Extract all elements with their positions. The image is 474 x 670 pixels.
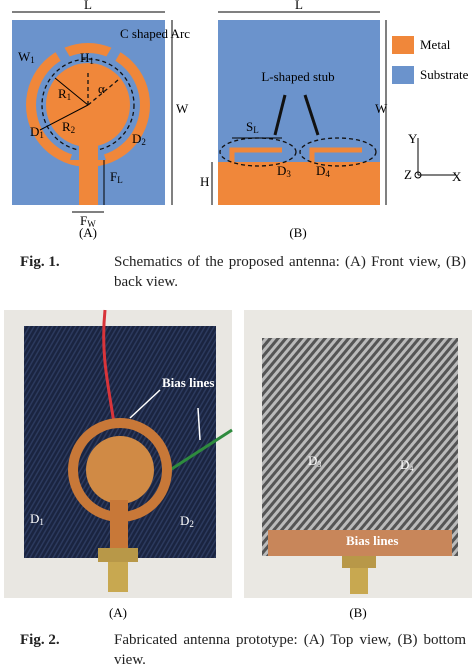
label-x: X [452, 169, 462, 184]
fig2-caption: Fig. 2. Fabricated antenna prototype: (A… [20, 630, 466, 670]
label-w1: W1 [18, 49, 35, 65]
panel-tag: (B) [289, 225, 306, 240]
label-l: L [295, 0, 303, 12]
caption-label: Fig. 2. [20, 632, 60, 648]
feed [110, 500, 128, 550]
stub [309, 147, 362, 162]
legend-metal: Metal [420, 37, 451, 52]
label-stub: L-shaped stub [261, 69, 334, 84]
panel-tag: (A) [79, 225, 97, 240]
label-d4: D4 [316, 163, 330, 179]
connector [108, 562, 128, 592]
panel-tag: (B) [349, 605, 366, 620]
r1-line [54, 77, 89, 106]
caption-text: Fabricated antenna prototype: (A) Top vi… [114, 632, 466, 668]
pointer [197, 407, 201, 441]
fig2-panel-b: D3 D4 Bias lines (B) [244, 310, 472, 620]
label-r1: R1 [58, 86, 71, 102]
label-bias: Bias lines [346, 533, 398, 548]
label-z: Z [404, 167, 412, 182]
label-d4: D4 [400, 457, 413, 473]
axes-icon: Y Z X [404, 131, 462, 184]
fig1-panel-a: L W W1 H1 C shaped Arc R1 α R2 D1 D2 FL … [12, 0, 190, 240]
legend-substrate: Substrate [420, 67, 469, 82]
legend-swatch [392, 36, 414, 54]
label-d3: D3 [277, 163, 291, 179]
label-d2: D2 [132, 131, 146, 147]
arrow [303, 94, 320, 136]
panel-tag: (A) [109, 605, 127, 620]
axis-origin [414, 171, 422, 179]
slot [55, 46, 71, 64]
stub [229, 147, 282, 162]
denim [262, 338, 458, 556]
label-w: W [375, 101, 388, 116]
fig1-panel-b: L W H SL D3 D4 L-shaped stub (B) [200, 0, 388, 240]
wire [169, 428, 233, 472]
label-d2: D2 [180, 513, 194, 529]
label-alpha: α [98, 81, 105, 96]
copper-strip [268, 530, 452, 556]
patch [86, 436, 154, 504]
legend-swatch [392, 66, 414, 84]
connector [342, 556, 376, 568]
connector [350, 568, 368, 594]
label-arc: C shaped Arc [120, 26, 190, 41]
connector [98, 548, 138, 562]
caption-label: Fig. 1. [20, 254, 60, 270]
feed [79, 140, 98, 205]
label-fl: FL [110, 169, 123, 185]
fig1-caption: Fig. 1. Schematics of the proposed anten… [20, 252, 466, 296]
label-d3: D3 [308, 453, 321, 469]
caption-text: Schematics of the proposed antenna: (A) … [114, 254, 466, 290]
label-sl: SL [246, 119, 259, 135]
label-l: L [84, 0, 92, 12]
label-bias: Bias lines [162, 375, 214, 390]
arrow [273, 94, 287, 136]
label-h1: H1 [80, 50, 94, 66]
label-d1: D1 [30, 124, 44, 140]
legend: Metal Substrate [392, 36, 469, 84]
r2-line [39, 104, 89, 131]
label-y: Y [408, 131, 418, 146]
ground [218, 162, 380, 205]
label-r2: R2 [62, 119, 75, 135]
label-fw: FW [80, 213, 96, 229]
label-w: W [176, 101, 189, 116]
slot [105, 46, 121, 64]
label-d1: D1 [30, 511, 44, 527]
pointer [129, 389, 161, 419]
fig2-panel-a: Bias lines D1 D2 (A) [4, 309, 233, 620]
stub-outline [299, 137, 377, 167]
label-h: H [200, 174, 209, 189]
